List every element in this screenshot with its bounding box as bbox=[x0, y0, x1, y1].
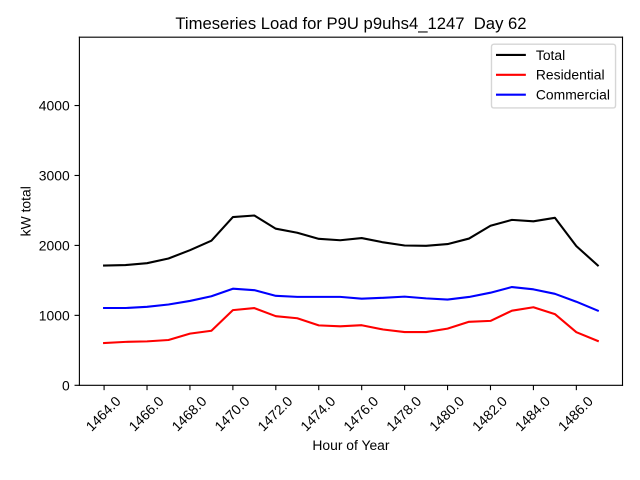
svg-text:0: 0 bbox=[62, 377, 70, 393]
svg-text:Commercial: Commercial bbox=[536, 87, 610, 103]
svg-text:Timeseries Load for P9U p9uhs4: Timeseries Load for P9U p9uhs4_1247 Day … bbox=[175, 14, 526, 33]
svg-text:2000: 2000 bbox=[39, 237, 70, 253]
svg-text:3000: 3000 bbox=[39, 168, 70, 184]
svg-text:1000: 1000 bbox=[39, 307, 70, 323]
svg-text:Total: Total bbox=[536, 47, 565, 63]
svg-text:Hour of Year: Hour of Year bbox=[312, 437, 390, 453]
svg-text:kW total: kW total bbox=[17, 186, 33, 236]
svg-text:4000: 4000 bbox=[39, 98, 70, 114]
svg-text:Residential: Residential bbox=[536, 67, 605, 83]
